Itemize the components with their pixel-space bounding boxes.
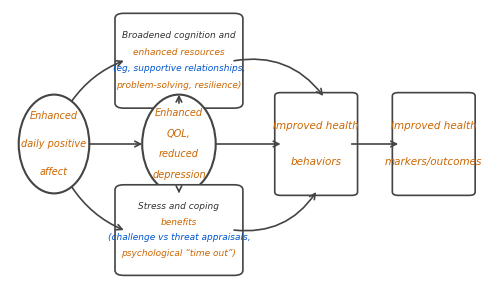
Text: Broadened cognition and: Broadened cognition and	[122, 31, 236, 41]
Text: depression: depression	[152, 170, 206, 181]
Text: (challenge vs threat appraisals,: (challenge vs threat appraisals,	[108, 234, 251, 242]
Ellipse shape	[142, 94, 216, 194]
Text: Enhanced: Enhanced	[155, 107, 203, 118]
Text: daily positive: daily positive	[22, 139, 86, 149]
Text: benefits: benefits	[161, 218, 197, 227]
Text: problem-solving, resilience): problem-solving, resilience)	[116, 81, 242, 90]
Text: Improved health: Improved health	[274, 121, 359, 131]
Text: (eg, supportive relationships,: (eg, supportive relationships,	[113, 65, 245, 73]
Text: psychological “time out”): psychological “time out”)	[122, 249, 236, 258]
Text: behaviors: behaviors	[290, 157, 342, 167]
FancyBboxPatch shape	[392, 93, 475, 195]
Text: affect: affect	[40, 167, 68, 177]
Text: markers/outcomes: markers/outcomes	[385, 157, 482, 167]
Text: enhanced resources: enhanced resources	[133, 48, 225, 57]
FancyBboxPatch shape	[115, 13, 243, 108]
Text: QOL,: QOL,	[167, 128, 191, 139]
Text: reduced: reduced	[159, 149, 199, 160]
FancyBboxPatch shape	[274, 93, 357, 195]
FancyBboxPatch shape	[115, 185, 243, 275]
Text: Improved health: Improved health	[391, 121, 476, 131]
Ellipse shape	[18, 94, 90, 194]
Text: Stress and coping: Stress and coping	[138, 202, 220, 211]
Text: Enhanced: Enhanced	[30, 111, 78, 121]
